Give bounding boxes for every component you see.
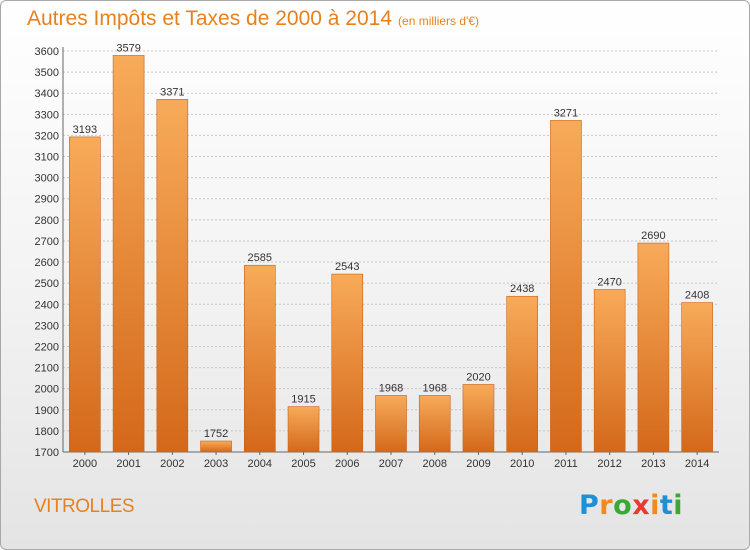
x-tick-label: 2013 [641, 458, 665, 470]
chart-title-text: Autres Impôts et Taxes de 2000 à 2014 [27, 7, 393, 30]
y-tick-label: 3600 [35, 46, 59, 58]
y-tick-label: 3200 [35, 130, 59, 142]
y-tick-label: 1800 [35, 426, 59, 438]
x-tick-label: 2008 [422, 458, 446, 470]
y-tick-label: 3000 [35, 173, 59, 185]
data-label: 3371 [160, 86, 184, 98]
y-tick-label: 3100 [35, 152, 59, 164]
y-tick-label: 2100 [35, 363, 59, 375]
y-tick-label: 2700 [35, 236, 59, 248]
data-label: 3579 [116, 42, 140, 54]
y-tick-label: 1900 [35, 405, 59, 417]
chart-title: Autres Impôts et Taxes de 2000 à 2014 (en… [27, 7, 479, 31]
data-label: 2690 [641, 230, 665, 242]
y-tick-label: 3500 [35, 67, 59, 79]
x-tick-label: 2011 [554, 458, 578, 470]
data-label: 1915 [291, 394, 315, 406]
y-tick-label: 2800 [35, 215, 59, 227]
data-label: 3271 [554, 107, 578, 119]
y-tick-label: 2200 [35, 341, 59, 353]
bar [418, 395, 451, 453]
bar [593, 289, 626, 453]
chart-unit: (en milliers d'€) [398, 14, 480, 28]
bar [462, 384, 495, 453]
x-tick-label: 2009 [466, 458, 490, 470]
x-tick-label: 2010 [510, 458, 534, 470]
bar [331, 273, 364, 453]
x-tick-label: 2006 [335, 458, 359, 470]
logo-letter: P [579, 490, 600, 521]
y-tick-label: 2400 [35, 299, 59, 311]
location-name: VITROLLES [34, 496, 135, 517]
x-tick-label: 2002 [160, 458, 184, 470]
y-tick-label: 1700 [35, 447, 59, 459]
y-tick-label: 3300 [35, 109, 59, 121]
proxiti-logo: Proxiti [579, 490, 683, 521]
x-tick-label: 2014 [685, 458, 709, 470]
bar [506, 295, 539, 453]
bar [681, 302, 713, 453]
x-tick-label: 2003 [204, 458, 228, 470]
logo-letter: r [599, 490, 614, 521]
data-label: 2585 [248, 252, 272, 264]
x-tick-label: 2004 [248, 458, 272, 470]
logo-letter: o [613, 490, 633, 521]
logo-letter: i [650, 490, 660, 521]
x-tick-label: 2001 [116, 458, 140, 470]
logo-letter: i [673, 490, 684, 521]
bar [69, 136, 101, 453]
y-tick-label: 2300 [35, 320, 59, 332]
y-tick-label: 2600 [35, 257, 59, 269]
data-label: 1752 [204, 428, 228, 440]
bar [112, 55, 145, 453]
data-label: 2408 [685, 290, 709, 302]
data-label: 1968 [379, 382, 403, 394]
logo-letter: t [659, 490, 674, 521]
y-tick-label: 2500 [35, 278, 59, 290]
x-tick-label: 2012 [597, 458, 621, 470]
x-tick-label: 2000 [73, 458, 97, 470]
y-tick-label: 3400 [35, 88, 59, 100]
data-label: 2470 [597, 276, 621, 288]
data-label: 1968 [422, 382, 446, 394]
bar [287, 406, 320, 453]
y-tick-label: 2000 [35, 384, 59, 396]
bar [156, 99, 189, 453]
data-label: 2020 [466, 371, 490, 383]
bar [637, 242, 670, 453]
bar [375, 395, 407, 453]
x-tick-label: 2005 [291, 458, 315, 470]
logo-letter: x [632, 490, 651, 521]
bar [550, 120, 582, 453]
data-label: 2438 [510, 283, 534, 295]
data-label: 3193 [73, 124, 97, 136]
x-tick-label: 2007 [379, 458, 403, 470]
y-tick-label: 2900 [35, 194, 59, 206]
bar [244, 264, 276, 453]
bar [200, 440, 232, 453]
data-label: 2543 [335, 261, 359, 273]
